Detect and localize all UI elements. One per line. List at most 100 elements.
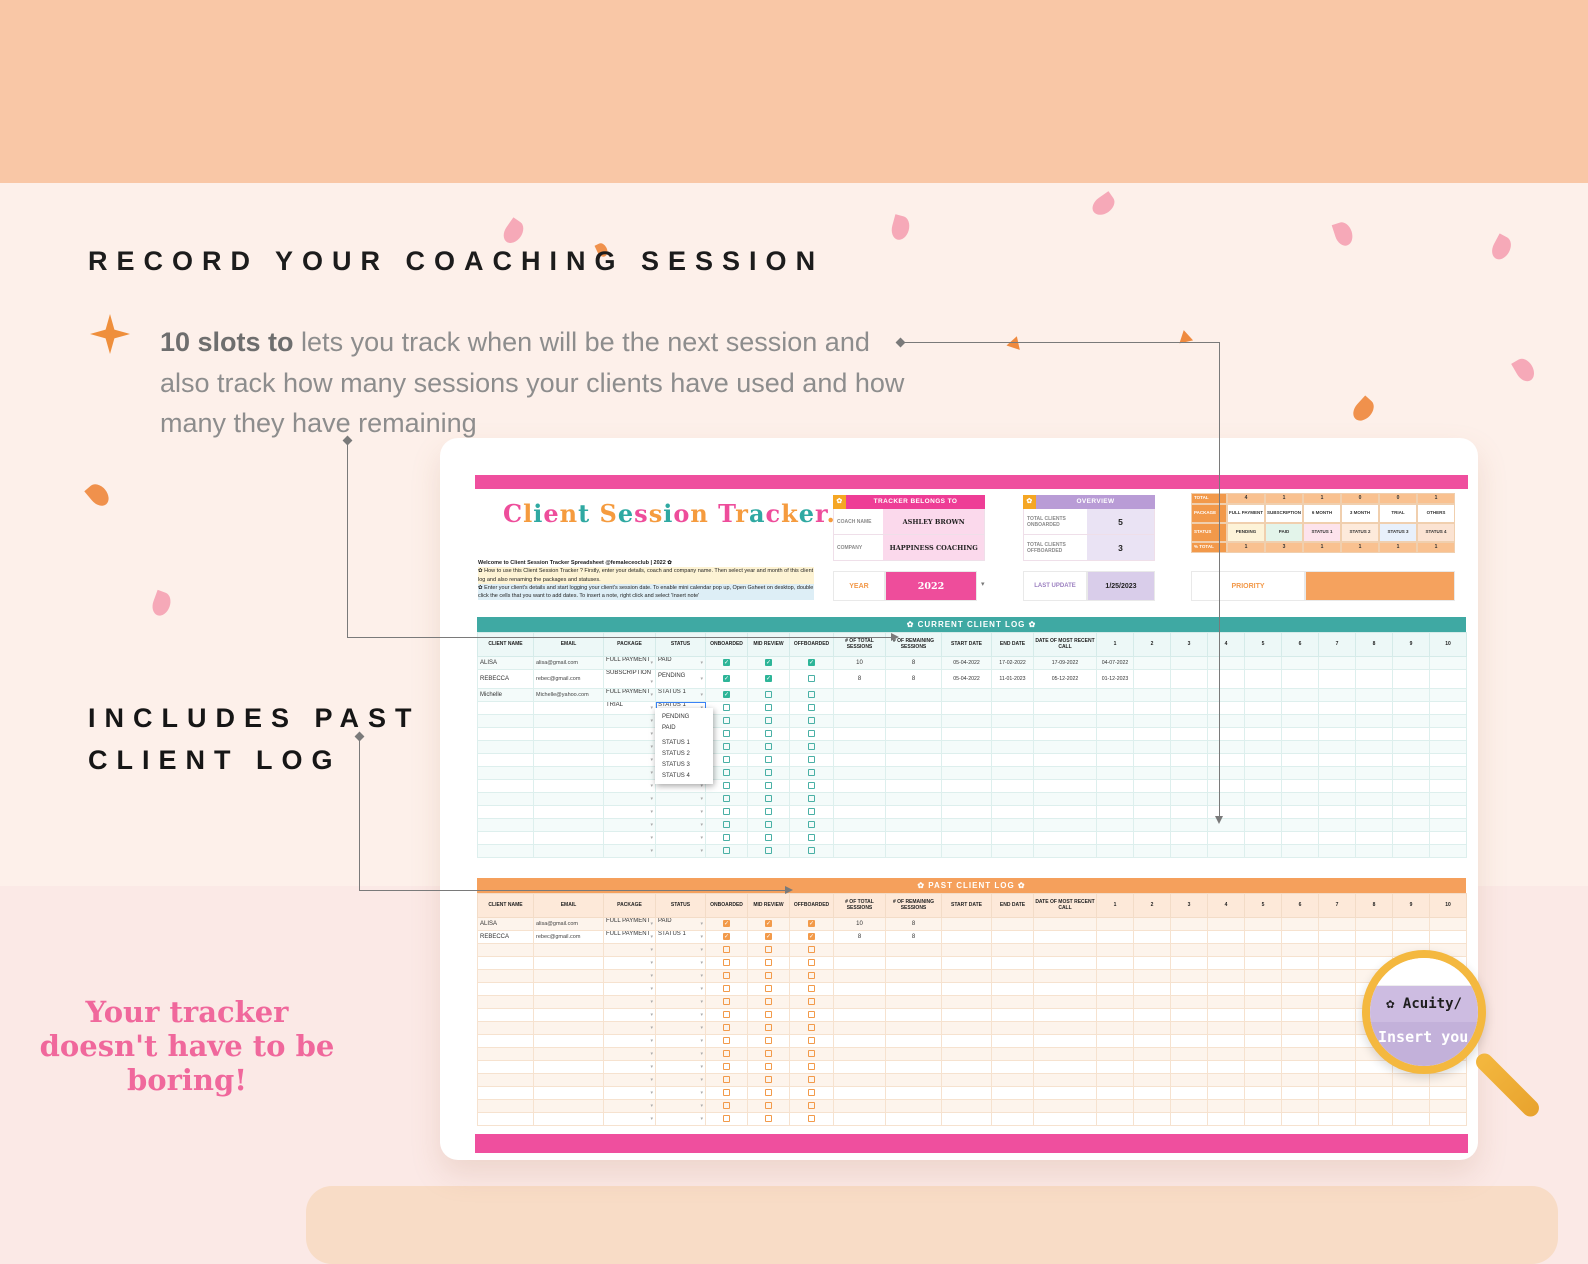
session-date-cell[interactable] (1318, 766, 1356, 780)
package-cell[interactable]: ▾ (603, 753, 656, 767)
session-date-cell[interactable] (1207, 669, 1245, 689)
session-date-cell[interactable] (1096, 969, 1134, 983)
checkbox-cell[interactable] (789, 995, 834, 1009)
session-date-cell[interactable] (1318, 818, 1356, 832)
start-date-cell[interactable] (941, 701, 992, 715)
checkbox-cell[interactable] (747, 956, 790, 970)
checkbox-icon[interactable] (765, 1076, 772, 1084)
session-date-cell[interactable] (1244, 1021, 1282, 1035)
checkbox-icon[interactable] (723, 769, 730, 777)
package-cell[interactable]: ▾ (603, 1099, 656, 1113)
end-date-cell[interactable] (991, 805, 1034, 819)
email-cell[interactable]: rebec@gmail.com (533, 669, 604, 689)
session-date-cell[interactable] (1170, 930, 1208, 944)
session-date-cell[interactable] (1355, 779, 1393, 793)
session-date-cell[interactable] (1170, 701, 1208, 715)
checkbox-cell[interactable]: ✓ (789, 917, 834, 931)
end-date-cell[interactable] (991, 930, 1034, 944)
package-cell[interactable]: ▾ (603, 766, 656, 780)
remaining-sessions-cell[interactable]: 8 (885, 656, 942, 670)
client-name-cell[interactable] (477, 792, 534, 806)
last-update-value[interactable]: 1/25/2023 (1087, 571, 1155, 601)
session-date-cell[interactable] (1133, 805, 1171, 819)
client-name-cell[interactable]: Michelle (477, 688, 534, 702)
session-date-cell[interactable] (1281, 995, 1319, 1009)
checkbox-cell[interactable] (789, 701, 834, 715)
session-date-cell[interactable] (1281, 656, 1319, 670)
total-sessions-cell[interactable] (833, 831, 886, 845)
session-date-cell[interactable] (1096, 995, 1134, 1009)
package-cell[interactable]: ▾ (603, 995, 656, 1009)
checkbox-icon[interactable]: ✓ (723, 675, 730, 683)
checkbox-cell[interactable] (705, 792, 748, 806)
email-cell[interactable] (533, 727, 604, 741)
email-cell[interactable] (533, 969, 604, 983)
client-name-cell[interactable] (477, 1047, 534, 1061)
checkbox-icon[interactable] (808, 691, 815, 699)
session-date-cell[interactable] (1318, 1034, 1356, 1048)
remaining-sessions-cell[interactable] (885, 1047, 942, 1061)
session-date-cell[interactable] (1281, 1047, 1319, 1061)
session-date-cell[interactable] (1244, 1008, 1282, 1022)
session-date-cell[interactable] (1244, 1060, 1282, 1074)
checkbox-cell[interactable] (789, 982, 834, 996)
checkbox-cell[interactable]: ✓ (705, 656, 748, 670)
session-date-cell[interactable] (1170, 727, 1208, 741)
total-sessions-cell[interactable] (833, 1086, 886, 1100)
checkbox-cell[interactable] (789, 669, 834, 689)
checkbox-icon[interactable] (765, 1089, 772, 1097)
session-date-cell[interactable] (1281, 1008, 1319, 1022)
client-name-cell[interactable]: REBECCA (477, 930, 534, 944)
session-date-cell[interactable] (1096, 1086, 1134, 1100)
session-date-cell[interactable]: 01-12-2023 (1096, 669, 1134, 689)
dropdown-option[interactable]: PENDING (662, 713, 690, 720)
checkbox-icon[interactable] (765, 985, 772, 993)
end-date-cell[interactable] (991, 727, 1034, 741)
session-date-cell[interactable] (1281, 792, 1319, 806)
recent-call-cell[interactable] (1033, 969, 1097, 983)
client-name-cell[interactable] (477, 753, 534, 767)
remaining-sessions-cell[interactable] (885, 995, 942, 1009)
end-date-cell[interactable] (991, 740, 1034, 754)
checkbox-cell[interactable] (747, 1112, 790, 1126)
checkbox-icon[interactable] (723, 959, 730, 967)
email-cell[interactable] (533, 714, 604, 728)
session-date-cell[interactable] (1429, 727, 1467, 741)
end-date-cell[interactable]: 11-01-2023 (991, 669, 1034, 689)
remaining-sessions-cell[interactable]: 8 (885, 930, 942, 944)
checkbox-cell[interactable]: ✓ (705, 930, 748, 944)
start-date-cell[interactable] (941, 740, 992, 754)
session-date-cell[interactable] (1355, 831, 1393, 845)
session-date-cell[interactable] (1355, 714, 1393, 728)
year-select[interactable]: 2022 (885, 571, 977, 601)
dropdown-option[interactable]: STATUS 3 (662, 761, 690, 768)
checkbox-icon[interactable] (808, 808, 815, 816)
session-date-cell[interactable] (1170, 917, 1208, 931)
checkbox-icon[interactable] (765, 782, 772, 790)
session-date-cell[interactable] (1355, 818, 1393, 832)
session-date-cell[interactable] (1244, 727, 1282, 741)
recent-call-cell[interactable] (1033, 1086, 1097, 1100)
recent-call-cell[interactable] (1033, 1047, 1097, 1061)
start-date-cell[interactable] (941, 818, 992, 832)
checkbox-cell[interactable] (789, 688, 834, 702)
client-name-cell[interactable] (477, 818, 534, 832)
session-date-cell[interactable] (1133, 753, 1171, 767)
checkbox-cell[interactable] (789, 844, 834, 858)
total-sessions-cell[interactable] (833, 1112, 886, 1126)
session-date-cell[interactable] (1170, 969, 1208, 983)
session-date-cell[interactable] (1170, 1086, 1208, 1100)
end-date-cell[interactable] (991, 917, 1034, 931)
client-name-cell[interactable] (477, 1112, 534, 1126)
checkbox-icon[interactable] (808, 821, 815, 829)
client-name-cell[interactable] (477, 943, 534, 957)
session-date-cell[interactable] (1170, 1073, 1208, 1087)
end-date-cell[interactable]: 17-02-2022 (991, 656, 1034, 670)
end-date-cell[interactable] (991, 688, 1034, 702)
session-date-cell[interactable] (1318, 1099, 1356, 1113)
recent-call-cell[interactable]: 05-12-2022 (1033, 669, 1097, 689)
session-date-cell[interactable] (1207, 1047, 1245, 1061)
end-date-cell[interactable] (991, 1047, 1034, 1061)
client-name-cell[interactable] (477, 740, 534, 754)
client-name-cell[interactable] (477, 995, 534, 1009)
